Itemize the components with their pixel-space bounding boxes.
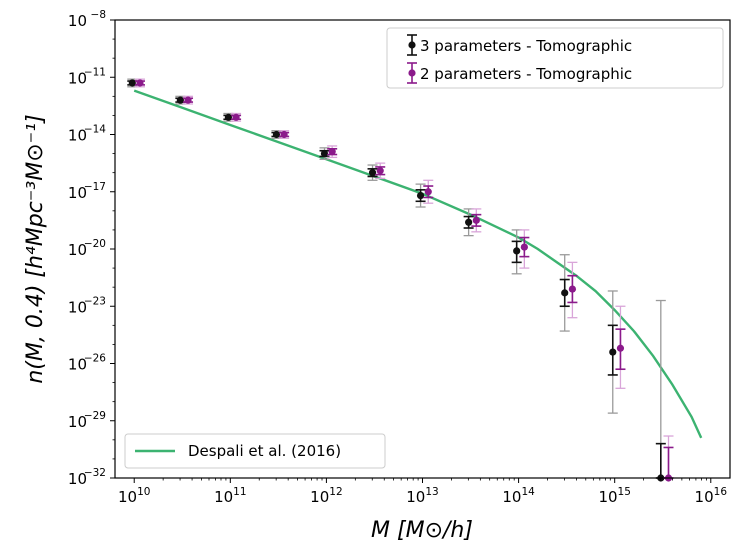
x-tick-base: 10 [598, 488, 617, 506]
x-tick-base: 10 [502, 488, 521, 506]
y-tick-exponent: −23 [84, 295, 106, 307]
legend-lower: Despali et al. (2016) [124, 433, 386, 469]
y-tick-label: 10−17 [68, 181, 106, 202]
data-point [280, 130, 288, 139]
y-tick-exponent: −20 [84, 238, 106, 250]
data-point [320, 149, 329, 158]
y-tick-base: 10 [68, 413, 87, 431]
data-point [368, 169, 377, 177]
legend-label-3-params: 3 parameters - Tomographic [420, 37, 632, 55]
y-tick-base: 10 [68, 241, 87, 259]
legend-lower-box [124, 433, 386, 469]
x-axis-ticks: 1010 1011 1012 1013 1014 1015 1016 [118, 478, 727, 506]
data-point [136, 79, 144, 87]
data-point [176, 96, 184, 104]
y-tick-base: 10 [68, 12, 87, 30]
data-point [272, 130, 281, 139]
x-tick-base: 10 [695, 488, 714, 506]
data-point [416, 191, 425, 200]
plot-content [127, 78, 703, 482]
x-tick-base: 10 [406, 488, 425, 506]
x-tick-label: 1010 [118, 486, 150, 506]
y-tick-exponent: −26 [84, 353, 106, 365]
data-point [376, 167, 384, 175]
despali-curve [133, 89, 703, 439]
data-point [128, 79, 136, 87]
x-tick-label: 1014 [502, 486, 535, 506]
x-tick-exponent: 14 [521, 486, 535, 498]
x-tick-exponent: 13 [425, 486, 438, 498]
x-tick-label: 1011 [214, 486, 246, 506]
legend-marker [408, 41, 416, 49]
x-tick-exponent: 16 [714, 486, 728, 498]
y-tick-label: 10−29 [68, 410, 106, 431]
y-tick-exponent: −11 [84, 66, 106, 78]
y-tick-label: 10−20 [68, 238, 106, 259]
y-tick-exponent: −14 [84, 124, 106, 136]
x-tick-exponent: 15 [618, 486, 631, 498]
y-tick-base: 10 [68, 470, 87, 488]
y-tick-exponent: −32 [84, 467, 106, 479]
plot-frame [114, 19, 731, 479]
x-tick-exponent: 11 [233, 486, 246, 498]
data-point [520, 243, 528, 251]
series-3-params [127, 78, 666, 482]
y-tick-exponent: −29 [84, 410, 106, 422]
y-tick-label: 10−32 [68, 467, 106, 488]
legend-marker [408, 69, 416, 77]
x-axis-label: M [M⊙/h] [371, 518, 473, 543]
x-tick-label: 1013 [406, 486, 438, 506]
x-tick-base: 10 [214, 488, 233, 506]
y-tick-exponent: −8 [91, 9, 106, 21]
y-tick-label: 10−26 [68, 353, 106, 374]
legend-label-despali: Despali et al. (2016) [188, 442, 341, 460]
x-tick-label: 1016 [695, 486, 728, 506]
data-point [616, 344, 625, 352]
y-tick-label: 10−23 [68, 295, 106, 316]
legend-label-2-params: 2 parameters - Tomographic [420, 65, 632, 83]
legend-upper-box [386, 27, 724, 89]
x-tick-base: 10 [118, 488, 137, 506]
legend-swatch-2-params [407, 62, 417, 84]
y-axis-ticks: 10 −810−1110−1410−1710−2010−2310−2610−291… [68, 9, 115, 488]
data-point [232, 113, 240, 121]
y-tick-exponent: −17 [84, 181, 106, 193]
x-tick-exponent: 10 [137, 486, 150, 498]
y-axis-label: n(M, 0.4) [h⁴Mpc⁻³M⊙⁻¹] [23, 114, 48, 383]
y-tick-label: 10−11 [68, 66, 106, 87]
data-point [609, 348, 617, 356]
y-tick-base: 10 [68, 356, 87, 374]
data-point [472, 216, 480, 224]
data-point [184, 96, 192, 104]
legend-swatch-3-params [407, 34, 417, 56]
data-point [513, 247, 521, 255]
y-tick-label: 10 −8 [68, 9, 106, 30]
x-tick-label: 1012 [310, 486, 342, 506]
x-tick-base: 10 [310, 488, 329, 506]
data-point [561, 289, 569, 297]
y-tick-base: 10 [68, 298, 87, 316]
data-point [568, 285, 577, 293]
y-tick-label: 10−14 [68, 124, 106, 145]
series-2-params [134, 78, 674, 482]
data-point [224, 113, 232, 121]
y-tick-base: 10 [68, 184, 87, 202]
data-point [424, 188, 432, 196]
data-point [328, 148, 336, 156]
x-tick-exponent: 12 [329, 486, 342, 498]
data-point [465, 218, 473, 226]
x-tick-label: 1015 [598, 486, 630, 506]
y-tick-base: 10 [68, 69, 87, 87]
y-tick-base: 10 [68, 127, 87, 145]
legend-upper: 3 parameters - Tomographic 2 parameters … [386, 27, 724, 89]
